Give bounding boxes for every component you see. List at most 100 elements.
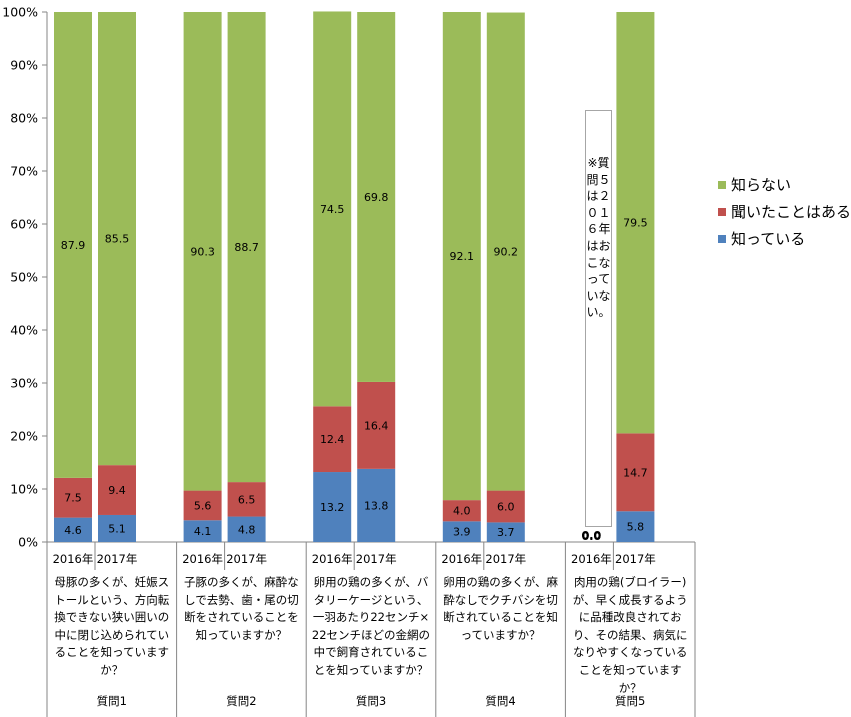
- chart-data-labels: 4.6 7.5 87.9 5.1 9.4 85.5 4.1 5.6 90.3 4.8 6.5 88.7…: [61, 191, 648, 543]
- legend-swatch: [718, 180, 726, 189]
- data-label: 4.8: [238, 523, 256, 536]
- y-tick-label: 20%: [10, 429, 38, 444]
- legend-item: 知らない: [718, 171, 851, 198]
- data-label: 79.5: [623, 217, 648, 230]
- legend-item: 聞いたことはある: [718, 198, 851, 225]
- data-label: 92.1: [450, 250, 475, 263]
- question-text: 子豚の多くが、麻酔なしで去勢、歯・尾の切断をされていることを知っていますか？: [184, 575, 299, 642]
- data-label: 0.0: [582, 530, 602, 543]
- y-tick-label: 50%: [10, 270, 38, 285]
- data-label: 90.2: [494, 246, 519, 259]
- legend-swatch: [718, 234, 726, 243]
- y-tick-label: 40%: [10, 323, 38, 338]
- data-label: 0.0: [582, 530, 602, 543]
- year-label: 2017年: [485, 552, 526, 566]
- bar-segment: [98, 465, 136, 515]
- bar-segment: [486, 490, 525, 523]
- bar-segment: [227, 482, 266, 517]
- bar-segment: [442, 500, 481, 522]
- data-label: 4.1: [194, 525, 212, 538]
- question-text: 肉用の鶏(ブロイラー)が、早く成長するように品種改良されており、その結果、病気に…: [572, 575, 688, 695]
- bar-segment: [183, 490, 222, 521]
- data-label: 5.8: [627, 521, 645, 534]
- data-label: 3.9: [453, 526, 471, 539]
- y-tick-label: 90%: [10, 58, 38, 73]
- y-tick-label: 100%: [2, 5, 38, 20]
- data-label: 12.4: [320, 433, 345, 446]
- data-label: 88.7: [234, 241, 259, 254]
- y-tick-label: 10%: [10, 482, 38, 497]
- data-label: 4.6: [64, 524, 82, 537]
- data-label: 7.5: [64, 492, 82, 505]
- bar-segment: [486, 12, 525, 491]
- question-label: 質問5: [615, 694, 645, 708]
- data-label: 14.7: [623, 466, 648, 479]
- question-text: 母豚の多くが、妊娠ストールという、方向転換できない狭い囲いの中に閉じ込められてい…: [54, 575, 170, 677]
- bar-segment: [98, 12, 136, 466]
- bar-segment: [357, 468, 396, 542]
- year-label: 2016年: [312, 552, 353, 566]
- data-label: 87.9: [61, 239, 86, 252]
- bar-segment: [183, 520, 222, 542]
- year-label: 2016年: [441, 552, 482, 566]
- legend-label: 知らない: [731, 176, 792, 194]
- year-label: 2017年: [356, 552, 397, 566]
- bar-segment: [313, 472, 352, 542]
- data-label: 5.6: [194, 499, 212, 512]
- year-label: 2017年: [615, 552, 656, 566]
- bar-segment: [54, 517, 92, 542]
- bar-segment: [54, 477, 92, 518]
- data-label: 69.8: [364, 191, 389, 204]
- question-label: 質問1: [97, 694, 127, 708]
- bar-segment: [227, 12, 266, 483]
- bar-segment: [227, 516, 266, 542]
- bar-segment: [442, 12, 481, 501]
- question-label: 質問2: [226, 694, 256, 708]
- legend-label: 聞いたことはある: [731, 203, 851, 221]
- data-label: 13.8: [364, 499, 389, 512]
- legend-swatch: [718, 207, 726, 216]
- data-label: 0.0: [582, 529, 602, 542]
- bar-segment: [616, 12, 655, 434]
- bar-segment: [442, 521, 481, 542]
- bar-segment: [313, 11, 352, 407]
- chart-axes: 0% 10% 20% 30% 40% 50% 60% 70% 80% 90% 100%: [2, 5, 695, 717]
- question-text: 卵用の鶏の多くが、麻酔なしでクチバシを切断されていることを知っていますか？: [443, 575, 558, 642]
- year-label: 2017年: [226, 552, 267, 566]
- bar-segment: [98, 514, 136, 542]
- y-tick-label: 0%: [18, 535, 38, 550]
- bar-segment: [486, 522, 525, 542]
- data-label: 13.2: [320, 501, 345, 514]
- y-tick-label: 60%: [10, 217, 38, 232]
- year-label: 2016年: [571, 552, 612, 566]
- data-label: 74.5: [320, 203, 345, 216]
- bar-segment: [357, 12, 396, 382]
- bar-segment: [313, 406, 352, 473]
- data-label: 85.5: [105, 233, 130, 246]
- question-text: 卵用の鶏の多くが、バタリーケージという、一羽あたり22センチ×22センチほどの金…: [311, 575, 431, 677]
- legend-item: 知っている: [718, 225, 851, 252]
- data-label: 3.7: [497, 526, 515, 539]
- year-label: 2016年: [182, 552, 223, 566]
- chart-bars: [54, 11, 655, 542]
- data-label: 90.3: [190, 245, 215, 258]
- data-label: 6.5: [238, 493, 256, 506]
- bar-segment: [54, 12, 92, 478]
- bar-segment: [616, 511, 655, 542]
- bar-segment: [357, 381, 396, 469]
- legend: 知らない聞いたことはある 知っている: [718, 171, 851, 252]
- data-label: 9.4: [108, 484, 126, 497]
- year-label: 2016年: [53, 552, 94, 566]
- data-label: 6.0: [497, 500, 515, 513]
- legend-label: 知っている: [731, 230, 806, 248]
- year-label: 2017年: [97, 552, 138, 566]
- y-tick-label: 30%: [10, 376, 38, 391]
- question-label: 質問4: [485, 694, 515, 708]
- y-tick-label: 80%: [10, 111, 38, 126]
- data-label: 16.4: [364, 419, 389, 432]
- bar-segment: [616, 433, 655, 512]
- bar-segment: [183, 12, 222, 491]
- data-label: 4.0: [453, 505, 471, 518]
